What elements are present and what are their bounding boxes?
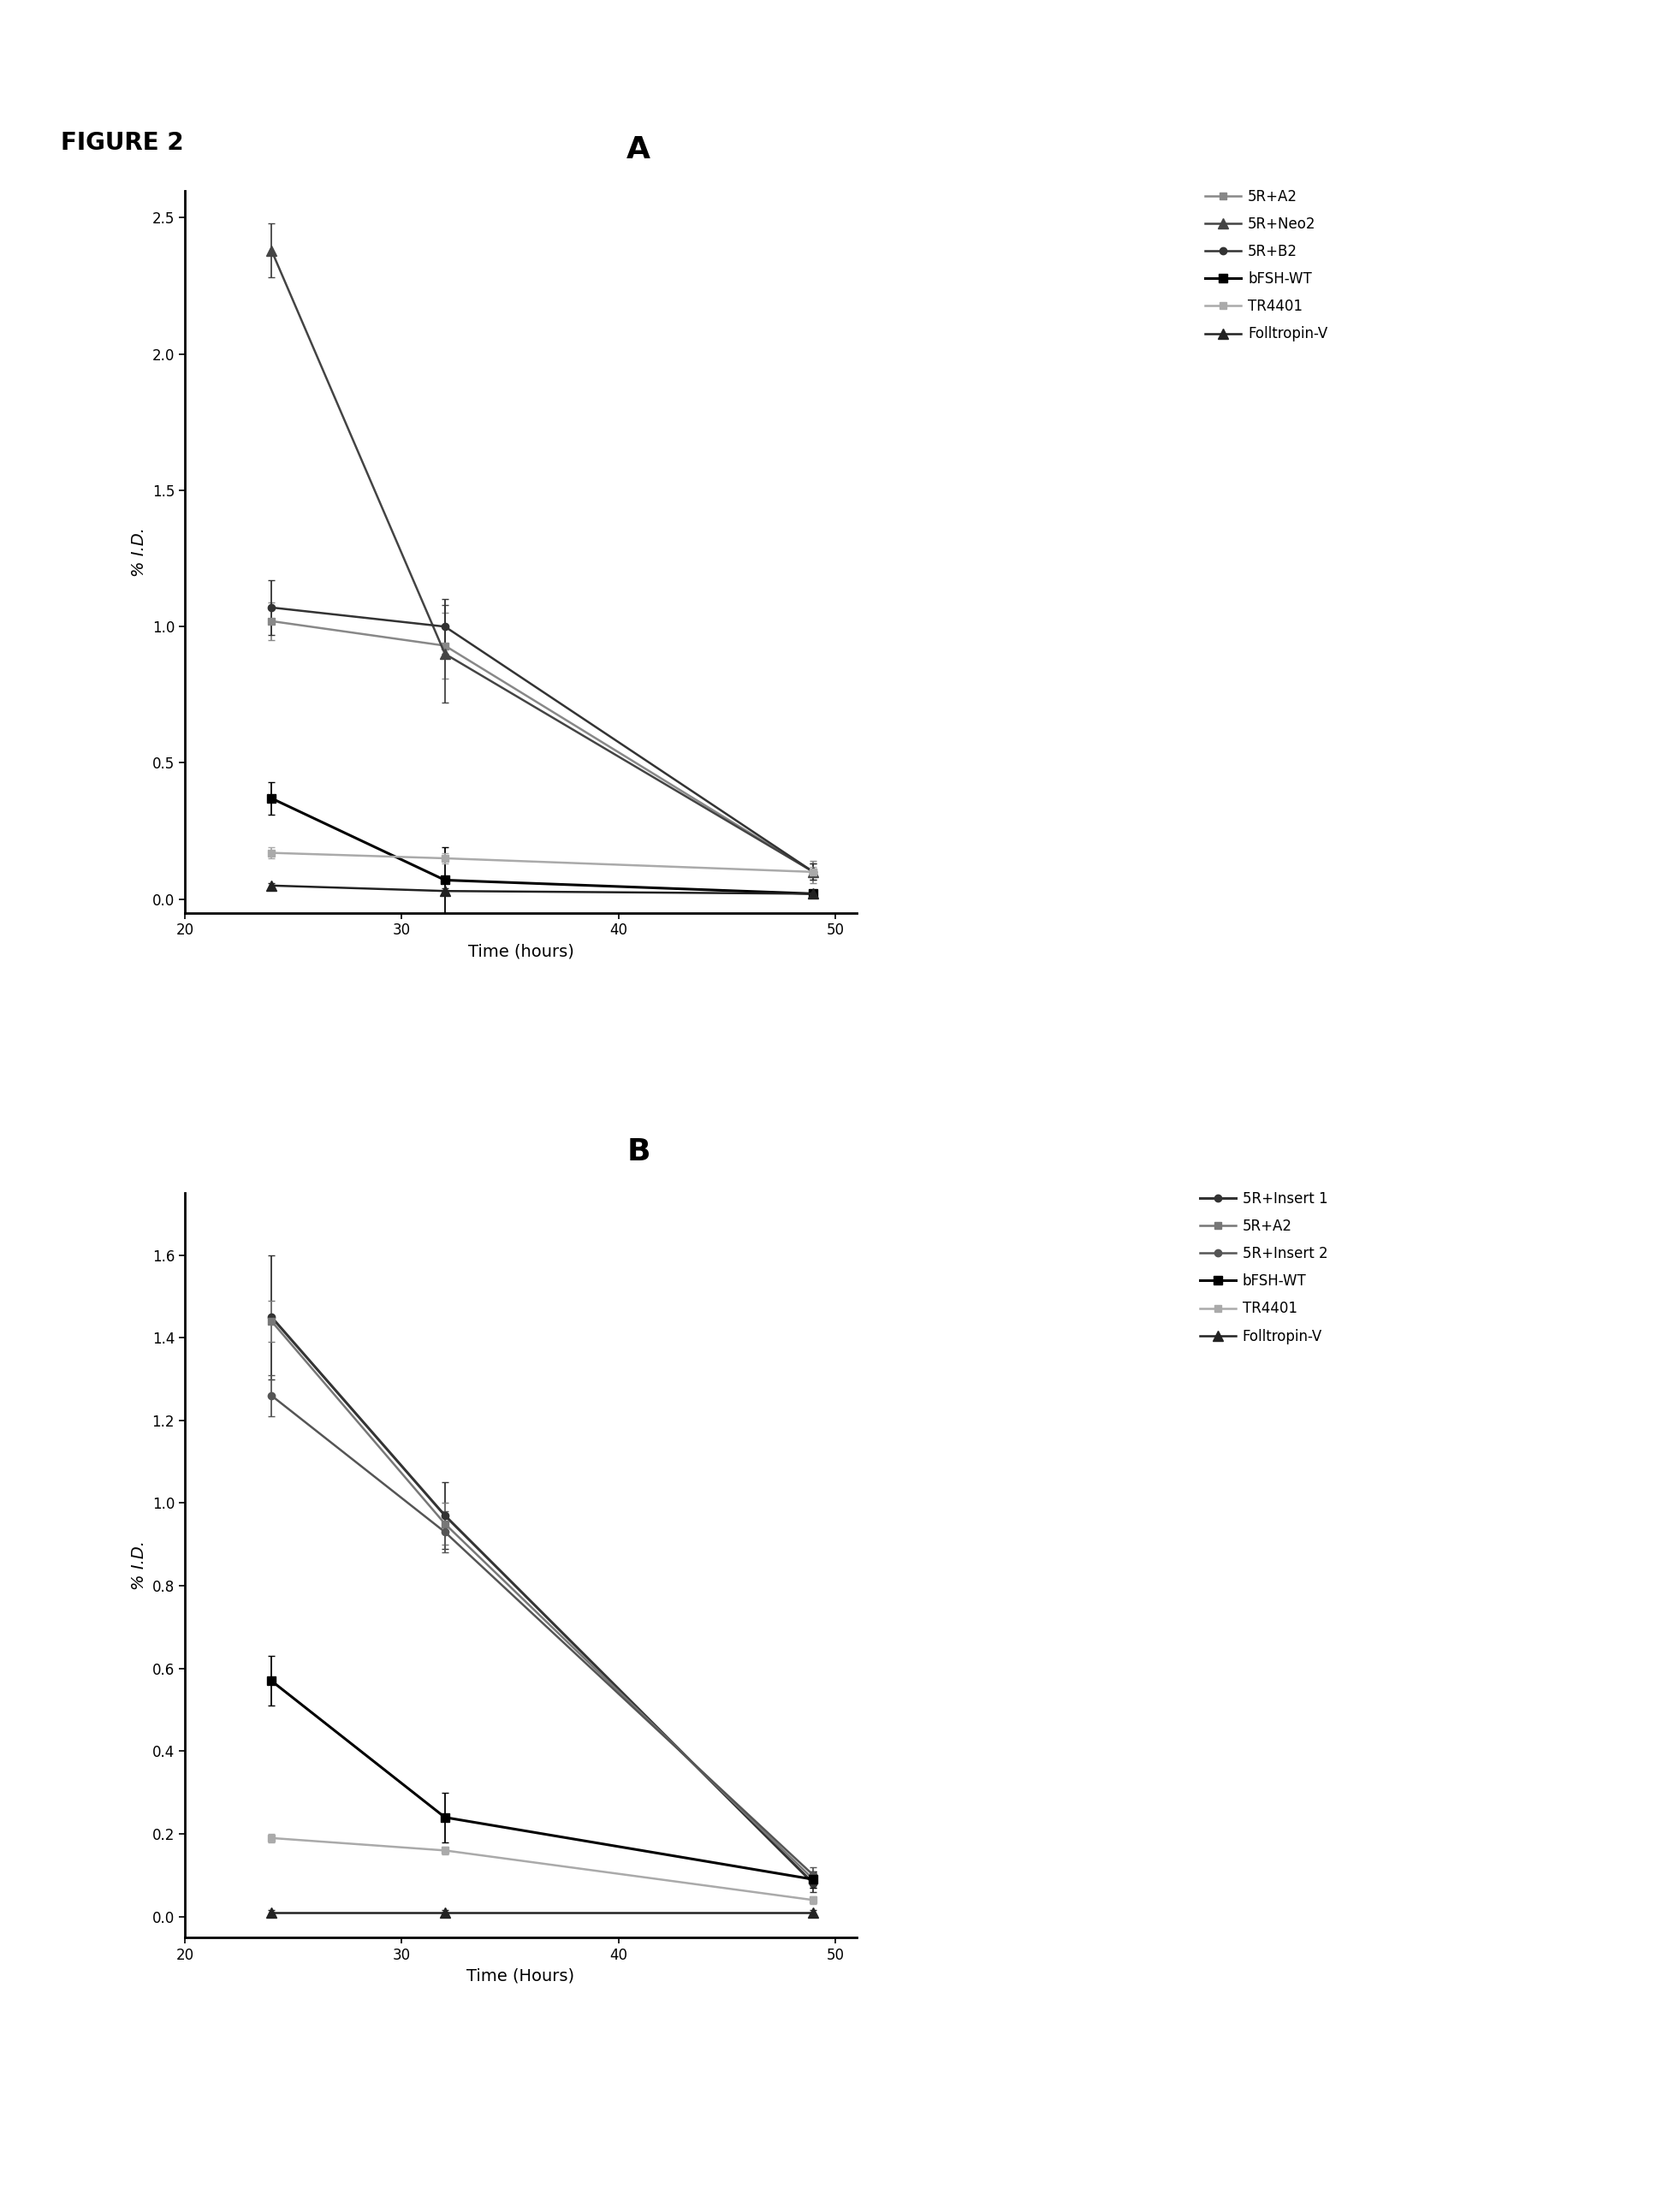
X-axis label: Time (hours): Time (hours) xyxy=(467,943,575,959)
Y-axis label: % I.D.: % I.D. xyxy=(131,528,148,576)
Y-axis label: % I.D.: % I.D. xyxy=(131,1541,148,1589)
X-axis label: Time (Hours): Time (Hours) xyxy=(467,1968,575,1983)
Legend: 5R+A2, 5R+Neo2, 5R+B2, bFSH-WT, TR4401, Folltropin-V: 5R+A2, 5R+Neo2, 5R+B2, bFSH-WT, TR4401, … xyxy=(1200,184,1334,348)
Text: A: A xyxy=(627,136,650,164)
Text: B: B xyxy=(627,1138,650,1167)
Text: FIGURE 2: FIGURE 2 xyxy=(60,131,183,155)
Legend: 5R+Insert 1, 5R+A2, 5R+Insert 2, bFSH-WT, TR4401, Folltropin-V: 5R+Insert 1, 5R+A2, 5R+Insert 2, bFSH-WT… xyxy=(1194,1184,1334,1351)
